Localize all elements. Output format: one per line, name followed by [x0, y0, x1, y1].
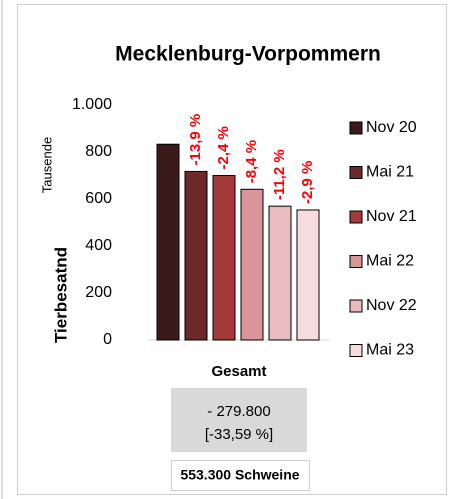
summary-box	[171, 388, 307, 452]
legend-label: Nov 22	[366, 297, 417, 314]
total-box	[171, 460, 310, 491]
chart-frame	[17, 4, 447, 495]
legend-label: Mai 23	[366, 342, 414, 359]
chart-title: Mecklenburg-Vorpommern	[115, 43, 381, 66]
y-tick-label: 400	[85, 237, 112, 254]
legend-label: Mai 21	[366, 164, 414, 181]
change-label: -8,4 %	[243, 140, 260, 183]
legend-label: Nov 21	[366, 208, 417, 225]
bar	[156, 143, 180, 341]
x-tick-label: Gesamt	[211, 363, 266, 380]
legend-label: Nov 20	[366, 119, 417, 136]
change-label: -13,9 %	[187, 114, 204, 166]
bar	[268, 205, 292, 341]
change-label: -2,9 %	[299, 161, 316, 204]
y-axis-label: Tierbesatnd	[51, 247, 70, 343]
summary-percent: [-33,59 %]	[205, 426, 273, 443]
legend-swatch	[349, 121, 363, 135]
bar	[184, 170, 208, 341]
y-tick-label: 600	[85, 190, 112, 207]
bar	[240, 188, 264, 341]
legend-swatch	[349, 166, 363, 179]
legend-swatch	[349, 344, 363, 357]
legend-swatch	[349, 255, 363, 268]
y-tick-label: 800	[85, 143, 112, 160]
legend-swatch	[349, 299, 363, 313]
y-tick-label: 1.000	[72, 96, 112, 113]
summary-change: - 279.800	[207, 403, 270, 420]
y-tick-label: 0	[103, 331, 112, 348]
y-tick-label: 200	[85, 284, 112, 301]
legend-swatch	[349, 210, 363, 224]
total-label: 553.300 Schweine	[180, 467, 299, 483]
unit-label: Tausende	[39, 137, 54, 193]
legend-label: Mai 22	[366, 253, 414, 270]
bar	[212, 174, 236, 341]
change-label: -2,4 %	[215, 126, 232, 169]
change-label: -11,2 %	[271, 149, 288, 200]
bar	[296, 209, 320, 341]
